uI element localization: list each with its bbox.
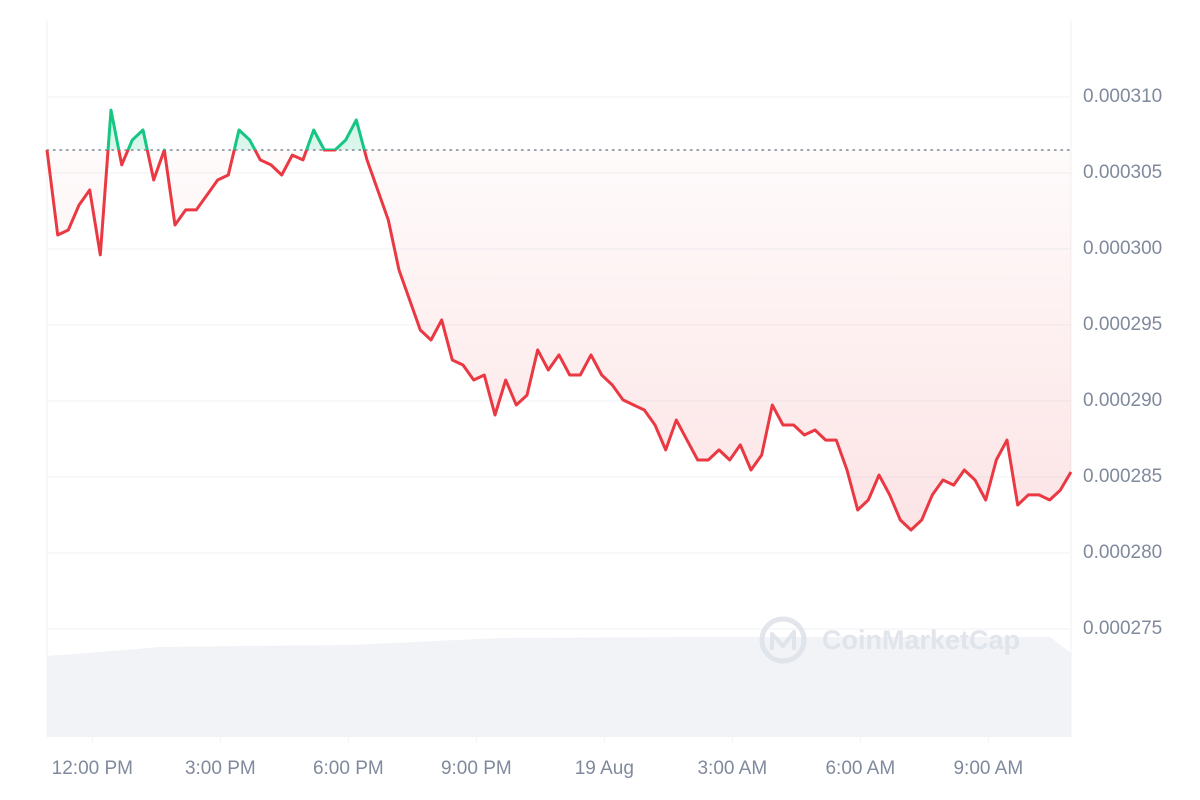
x-tick-label: 6:00 AM [825,758,895,779]
y-tick-label: 0.000295 [1083,314,1162,335]
price-area [47,110,1071,530]
y-tick-label: 0.000280 [1083,542,1162,563]
x-tick-label: 3:00 AM [697,758,767,779]
watermark: CoinMarketCap [759,616,1020,664]
price-line [45,108,1073,532]
x-tick-label: 9:00 PM [441,758,512,779]
y-tick-label: 0.000310 [1083,86,1162,107]
y-tick-label: 0.000275 [1083,618,1162,639]
y-tick-label: 0.000290 [1083,390,1162,411]
plot [45,108,1073,532]
watermark-text: CoinMarketCap [822,625,1020,655]
y-tick-label: 0.000300 [1083,238,1162,259]
x-tick-label: 12:00 PM [52,758,133,779]
y-tick-label: 0.000305 [1083,162,1162,183]
volume-band [47,637,1071,737]
x-tick-label: 9:00 AM [953,758,1023,779]
x-tick-label: 19 Aug [575,758,634,779]
x-tick-label: 3:00 PM [185,758,256,779]
y-tick-label: 0.000285 [1083,466,1162,487]
x-tick-label: 6:00 PM [313,758,384,779]
